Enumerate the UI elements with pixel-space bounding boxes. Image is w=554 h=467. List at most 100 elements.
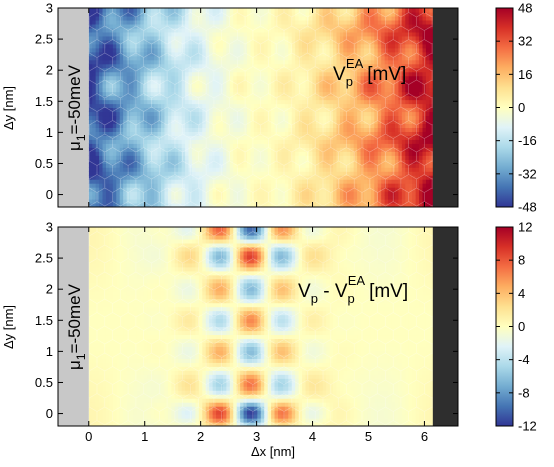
heatmap-cell	[343, 191, 348, 196]
heatmap-cell	[329, 15, 334, 21]
heatmap-cell	[264, 195, 269, 200]
heatmap-cell	[326, 111, 331, 117]
heatmap-cell	[126, 43, 131, 49]
heatmap-cell	[88, 175, 93, 180]
heatmap-cell	[364, 103, 369, 109]
heatmap-cell	[95, 123, 100, 128]
heatmap-cell	[219, 139, 224, 144]
heatmap-cell	[260, 123, 265, 128]
heatmap-cell	[209, 143, 214, 148]
heatmap-cell	[302, 75, 307, 81]
heatmap-cell	[278, 203, 283, 207]
heatmap-cell	[112, 175, 117, 180]
heatmap-cell	[250, 111, 255, 117]
heatmap-cell	[154, 55, 159, 61]
heatmap-cell	[147, 51, 152, 57]
heatmap-cell	[278, 123, 283, 128]
heatmap-cell	[381, 87, 386, 93]
heatmap-cell	[339, 135, 344, 140]
heatmap-cell	[405, 11, 410, 17]
heatmap-cell	[422, 55, 427, 61]
heatmap-cell	[308, 39, 314, 45]
heatmap-cell	[281, 23, 286, 29]
heatmap-cell	[257, 8, 262, 13]
heatmap-cell	[109, 123, 114, 128]
heatmap-cell	[95, 159, 100, 164]
heatmap-cell	[326, 59, 331, 65]
heatmap-cell	[233, 79, 238, 85]
heatmap-cell	[298, 87, 303, 93]
heatmap-cell	[126, 159, 131, 164]
heatmap-cell	[247, 203, 252, 207]
heatmap-cell	[185, 91, 190, 97]
heatmap-cell	[425, 95, 430, 101]
heatmap-cell	[281, 183, 286, 188]
heatmap-cell	[367, 147, 372, 152]
heatmap-cell	[374, 67, 379, 73]
heatmap-cell	[140, 107, 145, 113]
heatmap-cell	[339, 43, 344, 49]
heatmap-cell	[278, 147, 283, 152]
heatmap-cell	[140, 35, 145, 41]
heatmap-cell	[322, 75, 327, 81]
heatmap-cell	[257, 83, 262, 89]
heatmap-cell	[360, 107, 365, 113]
heatmap-cell	[336, 111, 341, 117]
heatmap-cell	[209, 51, 214, 57]
heatmap-cell	[394, 63, 400, 69]
heatmap-cell	[336, 119, 341, 125]
heatmap-cell	[408, 151, 413, 156]
heatmap-cell	[353, 183, 358, 188]
heatmap-cell	[209, 83, 214, 89]
heatmap-cell	[281, 59, 286, 65]
heatmap-cell	[105, 55, 111, 61]
heatmap-cell	[236, 127, 241, 132]
heatmap-cell	[164, 55, 169, 61]
heatmap-cell	[291, 155, 296, 160]
heatmap-cell	[140, 175, 145, 180]
heatmap-cell	[315, 183, 320, 188]
heatmap-cell	[174, 159, 179, 164]
heatmap-cell	[308, 83, 314, 89]
heatmap-cell	[198, 147, 203, 152]
heatmap-cell	[391, 179, 396, 184]
heatmap-cell	[391, 27, 396, 33]
heatmap-cell	[302, 8, 307, 13]
heatmap-cell	[191, 171, 197, 176]
heatmap-cell	[305, 75, 310, 81]
heatmap-cell	[130, 187, 135, 192]
heatmap-cell	[243, 31, 248, 37]
heatmap-cell	[178, 191, 183, 196]
heatmap-cell	[164, 23, 169, 29]
heatmap-cell	[315, 39, 320, 45]
heatmap-cell	[343, 91, 348, 97]
heatmap-cell	[274, 35, 279, 41]
heatmap-cell	[425, 39, 430, 45]
heatmap-cell	[339, 11, 344, 17]
heatmap-cell	[198, 39, 203, 45]
heatmap-cell	[167, 31, 172, 37]
heatmap-cell	[247, 195, 252, 200]
heatmap-cell	[147, 15, 152, 21]
heatmap-cell	[274, 107, 279, 113]
heatmap-cell	[226, 195, 231, 200]
heatmap-cell	[326, 51, 331, 57]
heatmap-cell	[302, 59, 307, 65]
heatmap-cell	[302, 167, 307, 172]
heatmap-cell	[212, 115, 217, 121]
heatmap-cell	[425, 167, 430, 172]
heatmap-cell	[112, 75, 117, 81]
heatmap-cell	[278, 151, 283, 156]
heatmap-cell	[312, 31, 317, 37]
heatmap-cell	[429, 59, 434, 65]
heatmap-cell	[174, 107, 179, 113]
heatmap-cell	[126, 151, 131, 156]
heatmap-cell	[126, 75, 131, 81]
heatmap-cell	[315, 163, 320, 168]
heatmap-cell	[216, 135, 221, 140]
heatmap-cell	[271, 91, 276, 97]
heatmap-cell	[240, 67, 245, 73]
heatmap-cell	[226, 15, 231, 21]
heatmap-cell	[161, 175, 166, 180]
heatmap-cell	[109, 15, 114, 21]
